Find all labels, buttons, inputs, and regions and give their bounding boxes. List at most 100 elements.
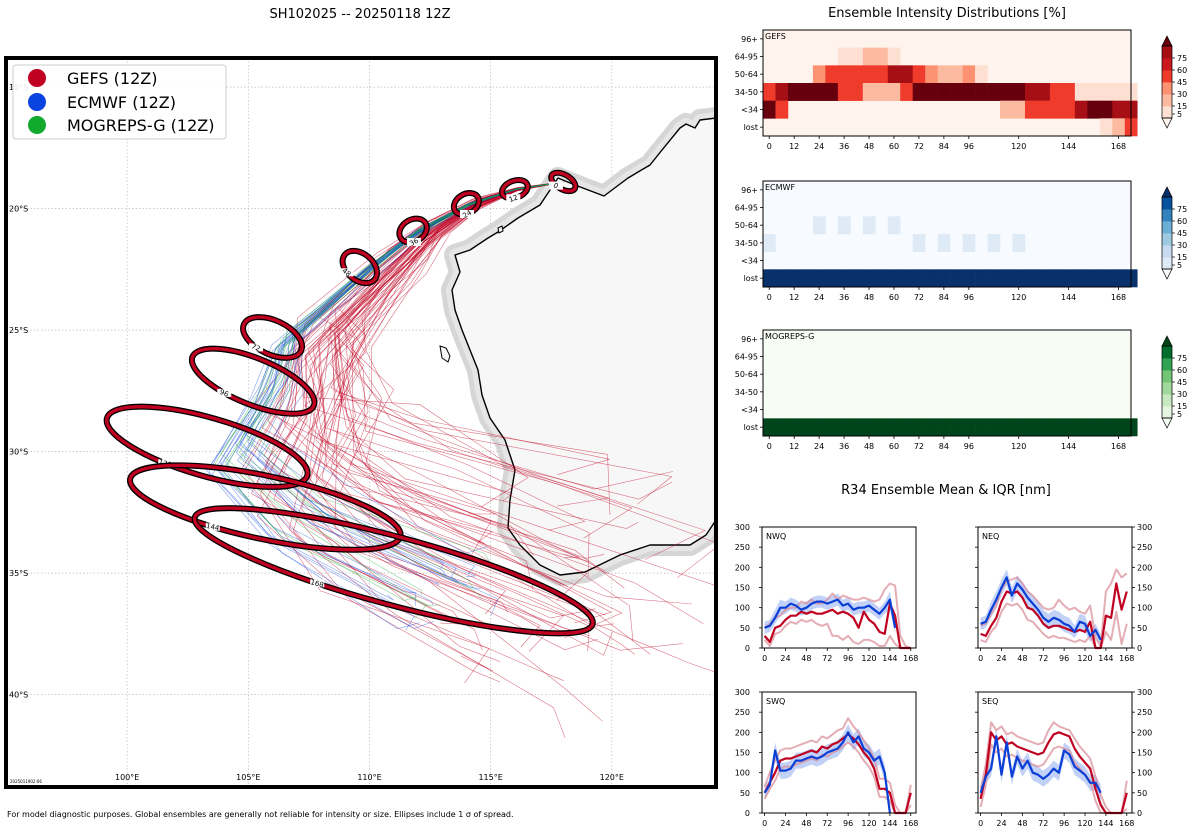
heatmap-xtick-label: 0: [767, 293, 772, 302]
heatmap-cell: [925, 418, 938, 437]
ellipse-label-bg: [506, 194, 521, 203]
colorbar-segment: [1162, 98, 1172, 102]
colorbar-segment: [1162, 206, 1172, 210]
colorbar-segment: [1162, 55, 1172, 59]
ellipse-label-bg: [249, 343, 264, 352]
heatmap-cell: [775, 418, 789, 437]
ellipse-48h: [340, 249, 379, 285]
ellipse-hour-label: 144: [205, 522, 220, 533]
r34-ytick-label: 250: [735, 708, 750, 717]
r34-xtick-label: 168: [903, 819, 918, 828]
heatmap-cell: [1024, 418, 1038, 437]
heatmap-cell: [1037, 83, 1051, 101]
heatmap-row-label: 64-95: [735, 53, 758, 62]
heatmap-cell: [800, 83, 814, 101]
heatmap-row-label: 96+: [741, 35, 758, 44]
r34-xtick-label: 144: [882, 819, 897, 828]
colorbar-tick-label: 30: [1177, 241, 1187, 250]
heatmap-cell: [925, 269, 938, 288]
heatmap-xtick-label: 120: [1011, 442, 1026, 451]
island-shark-bay: [439, 345, 451, 363]
r34-xtick-label: 120: [861, 819, 876, 828]
colorbar-segment: [1162, 266, 1172, 270]
r34-ytick-label: 0: [745, 809, 750, 818]
heatmap-frame: [762, 329, 1132, 437]
colorbar-segment: [1162, 355, 1172, 359]
australia-landmass: [451, 117, 716, 576]
heatmap-xtick-label: 72: [914, 293, 924, 302]
heatmap-row-label: 50-64: [735, 70, 758, 79]
heatmap-cell: [812, 418, 826, 437]
r34-xtick-label: 24: [996, 819, 1006, 828]
ellipse-hour-label: 48: [340, 267, 352, 279]
heatmap-xtick-label: 120: [1011, 293, 1026, 302]
gefs-q1-line: [763, 741, 912, 814]
colorbar-segment: [1162, 396, 1172, 400]
heatmap-cell: [1012, 234, 1026, 252]
heatmap-cell: [1049, 418, 1063, 437]
r34-ytick-label: 100: [1137, 604, 1152, 613]
heatmap-cell: [812, 65, 826, 84]
colorbar-segment: [1162, 240, 1172, 243]
r34-ytick-label: 150: [1137, 584, 1152, 593]
r34-ytick-label: 300: [1137, 688, 1152, 697]
ellipse-label-bg: [406, 237, 421, 246]
heatmap-xtick-label: 96: [964, 142, 974, 151]
colorbar-segment: [1162, 353, 1172, 356]
r34-xtick-label: 168: [1119, 819, 1134, 828]
heatmap-row-label: 50-64: [735, 221, 758, 230]
heatmap-cell: [1024, 83, 1038, 101]
island-barrow: [497, 225, 504, 234]
colorbar-segment: [1162, 386, 1172, 390]
colorbar-segment: [1162, 245, 1172, 248]
ecmwf-mean-line: [980, 576, 1102, 641]
r34-xtick-label: 48: [801, 819, 811, 828]
heatmap-xtick-label: 0: [767, 142, 772, 151]
colorbar-tick-label: 45: [1177, 78, 1187, 87]
r34-ytick-label: 150: [735, 584, 750, 593]
heatmap-cell: [825, 418, 839, 437]
colorbar-segment: [1162, 48, 1172, 52]
legend-gefs-label: GEFS (12Z): [67, 69, 157, 88]
heatmap-xtick-label: 168: [1111, 142, 1126, 151]
colorbar-gefs: 515 30 45 60 75: [1161, 35, 1187, 129]
colorbar-segment: [1162, 106, 1172, 109]
heatmap-xtick-label: 36: [839, 293, 849, 302]
heatmap-cell: [937, 83, 951, 101]
map-frame: [4, 56, 718, 789]
heatmap-cell: [1099, 100, 1113, 119]
heatmap-xtick-label: 60: [889, 142, 899, 151]
colorbar-segment: [1162, 360, 1172, 364]
colorbar-segment: [1162, 264, 1172, 267]
gefs-q3-line: [979, 721, 1128, 814]
ensemble-track: [220, 181, 564, 596]
heatmap-xtick-label: 120: [1011, 142, 1026, 151]
heatmap-ecmwf: ECMWF 96+ 64-95 50-64 34-50 <34 lost 0 12 24 36 48 6…: [735, 180, 1187, 302]
heatmap-cell: [1049, 83, 1063, 101]
r34-ytick-label: 150: [735, 749, 750, 758]
colorbar-max-arrow: [1161, 186, 1173, 198]
r34-panel-nwq: NWQ 0 24 48 72 96 120 144 168 0 50 100 150 200 250 300: [735, 523, 919, 663]
figure-title: SH102025 -- 20250118 12Z: [269, 7, 450, 22]
colorbar-segment: [1162, 108, 1172, 112]
r34-ytick-label: 200: [735, 728, 750, 737]
heatmap-cell: [1087, 418, 1101, 437]
heatmap-cell: [987, 83, 1001, 101]
colorbar-segment: [1162, 221, 1172, 224]
colorbar-segment: [1162, 110, 1172, 114]
colorbar-segment: [1162, 403, 1172, 407]
heatmap-xtick-label: 12: [789, 293, 799, 302]
ellipse-label-bg: [205, 522, 220, 531]
r34-background: [978, 692, 1132, 813]
heatmap-xtick-label: 0: [767, 442, 772, 451]
colorbar-tick-label: 45: [1177, 229, 1187, 238]
ellipse-label-bg: [460, 209, 475, 218]
gefs-q3-line: [980, 568, 1128, 647]
ellipse-hour-label: 24: [461, 208, 473, 220]
lat-tick-label: 25°S: [9, 326, 28, 335]
r34-ytick-label: 100: [1137, 769, 1152, 778]
heatmap-cell: [900, 65, 913, 84]
ensemble-tracks: [206, 181, 716, 739]
